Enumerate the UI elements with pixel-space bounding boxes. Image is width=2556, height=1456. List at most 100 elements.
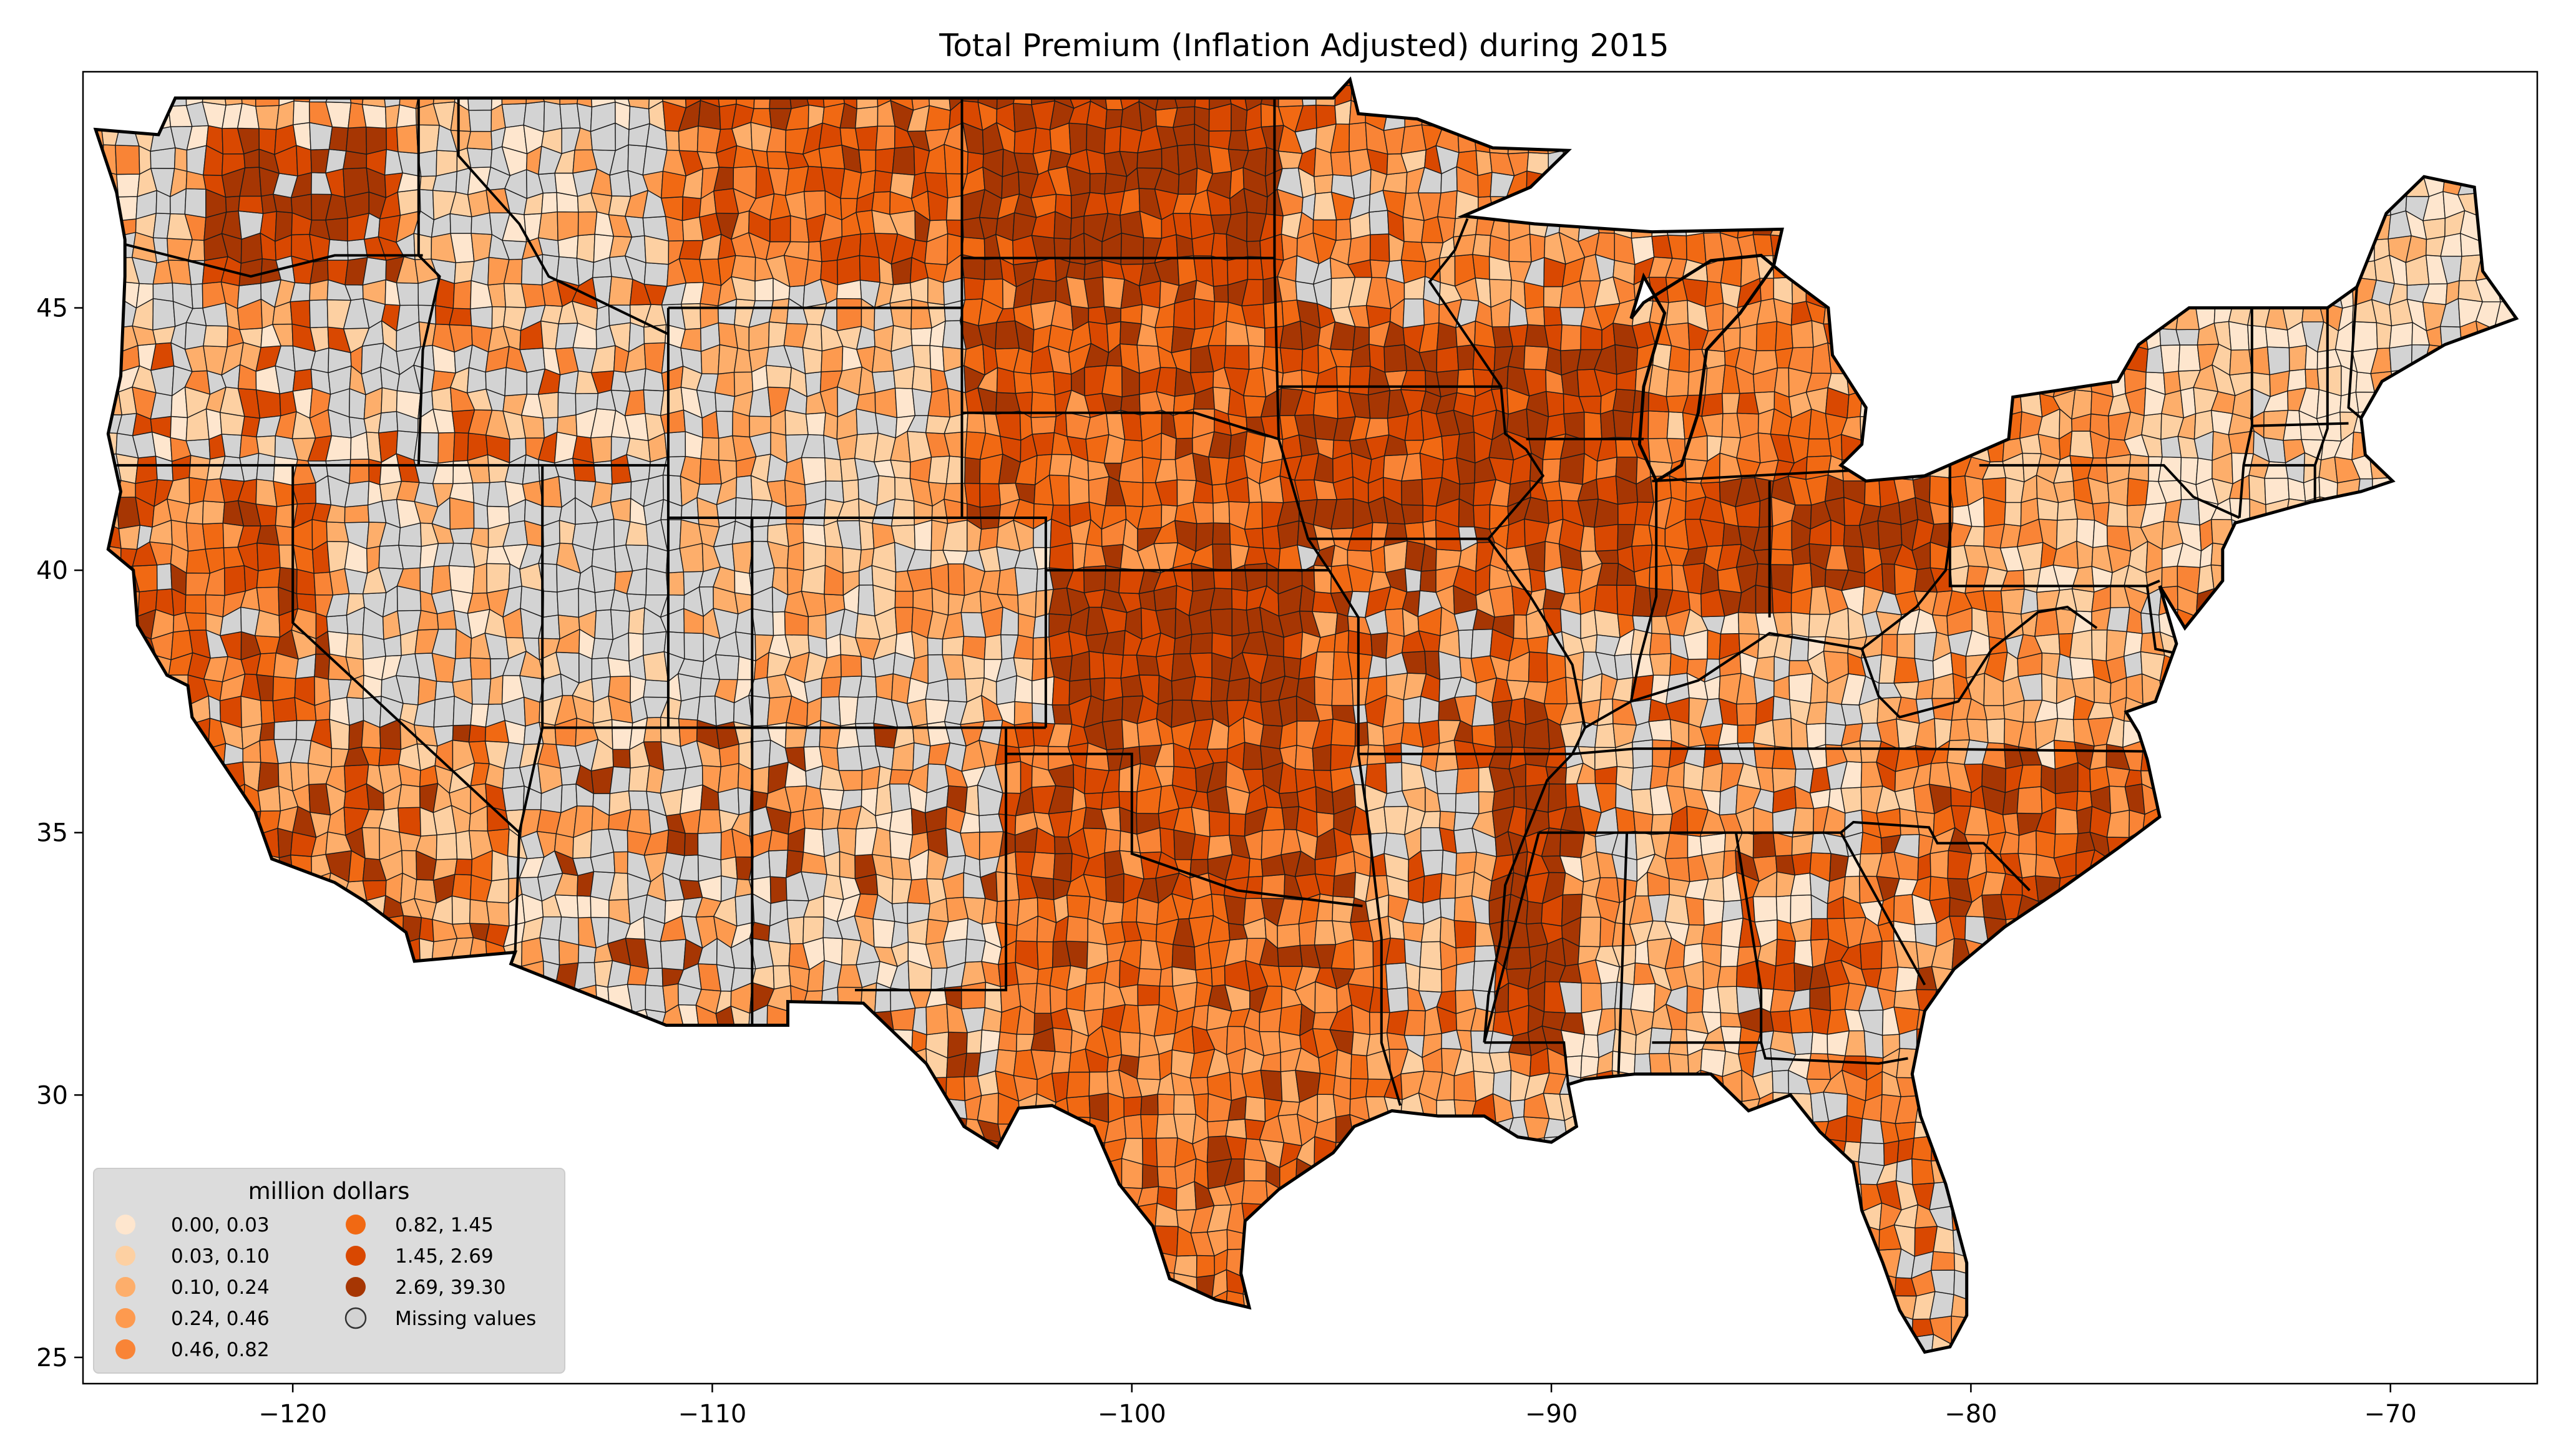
county-polygon [2514, 1095, 2517, 1120]
county-polygon [1419, 1202, 1442, 1235]
county-polygon [310, 1117, 334, 1145]
county-polygon [166, 722, 192, 749]
county-polygon [2534, 701, 2553, 723]
county-polygon [839, 851, 856, 880]
county-polygon [2442, 1122, 2464, 1146]
county-polygon [1893, 989, 1920, 1011]
county-polygon [2110, 1114, 2130, 1145]
county-polygon [2515, 1202, 2517, 1230]
county-polygon [907, 1268, 934, 1299]
county-polygon [2546, 1052, 2556, 1079]
county-polygon [666, 829, 686, 857]
county-polygon [2039, 1268, 2061, 1299]
county-polygon [2336, 1361, 2359, 1384]
county-polygon [2406, 1074, 2429, 1098]
county-polygon [786, 1135, 804, 1160]
county-polygon [1260, 724, 1283, 749]
county-polygon [1949, 1031, 1971, 1059]
county-polygon [506, 981, 527, 1015]
county-polygon [1438, 810, 1456, 832]
county-polygon [332, 1025, 351, 1053]
county-polygon [631, 1269, 650, 1293]
county-polygon [1047, 1296, 1073, 1321]
county-polygon [2104, 1095, 2130, 1119]
county-polygon [592, 1167, 612, 1185]
county-polygon [2072, 1096, 2097, 1121]
county-polygon [2529, 964, 2552, 988]
county-polygon [2210, 851, 2233, 880]
county-polygon [925, 1333, 945, 1352]
county-polygon [2018, 1143, 2042, 1164]
county-polygon [2124, 983, 2149, 1015]
county-polygon [2304, 1030, 2325, 1057]
county-polygon [1757, 1245, 1775, 1276]
county-polygon [1382, 1165, 1408, 1185]
county-polygon [1419, 1118, 1443, 1140]
county-polygon [1523, 1246, 1547, 1276]
county-polygon [998, 1268, 1022, 1300]
county-polygon [2390, 964, 2412, 990]
county-polygon [661, 1295, 683, 1323]
county-polygon [2551, 1270, 2556, 1296]
county-polygon [964, 784, 980, 817]
county-polygon [2334, 902, 2359, 925]
county-polygon [1790, 1202, 1813, 1228]
county-polygon [2160, 916, 2177, 946]
county-polygon [2246, 651, 2270, 682]
county-polygon [1100, 1246, 1124, 1273]
county-polygon [190, 747, 212, 769]
county-polygon [572, 1167, 595, 1191]
county-polygon [1084, 1362, 1109, 1383]
county-polygon [1612, 1247, 1634, 1275]
county-polygon [577, 1252, 599, 1276]
county-polygon [2510, 937, 2517, 967]
county-polygon [1403, 1318, 1426, 1341]
county-polygon [1682, 1291, 1708, 1321]
county-polygon [95, 1047, 117, 1080]
county-polygon [786, 1223, 807, 1251]
county-polygon [150, 1004, 175, 1032]
county-polygon [1580, 1226, 1601, 1253]
county-polygon [2319, 1118, 2341, 1146]
county-polygon [855, 696, 877, 724]
county-polygon [1576, 1138, 1601, 1167]
county-polygon [2388, 1047, 2409, 1076]
county-polygon [2250, 1166, 2270, 1186]
county-polygon [2020, 1026, 2039, 1052]
county-polygon [855, 1226, 881, 1256]
county-polygon [630, 1025, 651, 1051]
county-polygon [1439, 873, 1456, 900]
county-polygon [114, 987, 136, 1012]
county-polygon [2477, 850, 2502, 878]
county-polygon [2056, 1295, 2076, 1317]
county-polygon [2493, 959, 2517, 992]
county-polygon [1598, 1312, 1618, 1343]
county-polygon [2410, 1004, 2431, 1031]
county-polygon [1015, 1184, 1033, 1211]
county-polygon [1402, 1268, 1421, 1298]
county-polygon [681, 1293, 704, 1314]
county-polygon [2158, 1004, 2183, 1033]
county-polygon [1136, 1202, 1158, 1228]
county-polygon [2270, 1052, 2285, 1080]
county-polygon [2439, 983, 2462, 1011]
county-polygon [345, 916, 365, 949]
county-polygon [1370, 1337, 1385, 1352]
county-polygon [2176, 1052, 2200, 1079]
county-polygon [980, 1029, 1001, 1054]
county-polygon [134, 695, 159, 728]
county-polygon [2126, 1248, 2150, 1278]
county-polygon [149, 1048, 176, 1080]
county-polygon [927, 1095, 947, 1124]
county-polygon [2248, 1135, 2272, 1169]
county-polygon [1634, 1053, 1652, 1080]
county-polygon [642, 631, 667, 656]
county-polygon [984, 981, 1002, 1013]
county-polygon [2371, 699, 2396, 721]
county-polygon [1757, 1205, 1775, 1228]
county-polygon [469, 1070, 493, 1102]
county-polygon [857, 1357, 875, 1387]
county-polygon [2353, 850, 2374, 881]
county-polygon [343, 1073, 363, 1098]
county-polygon [2268, 1097, 2290, 1124]
